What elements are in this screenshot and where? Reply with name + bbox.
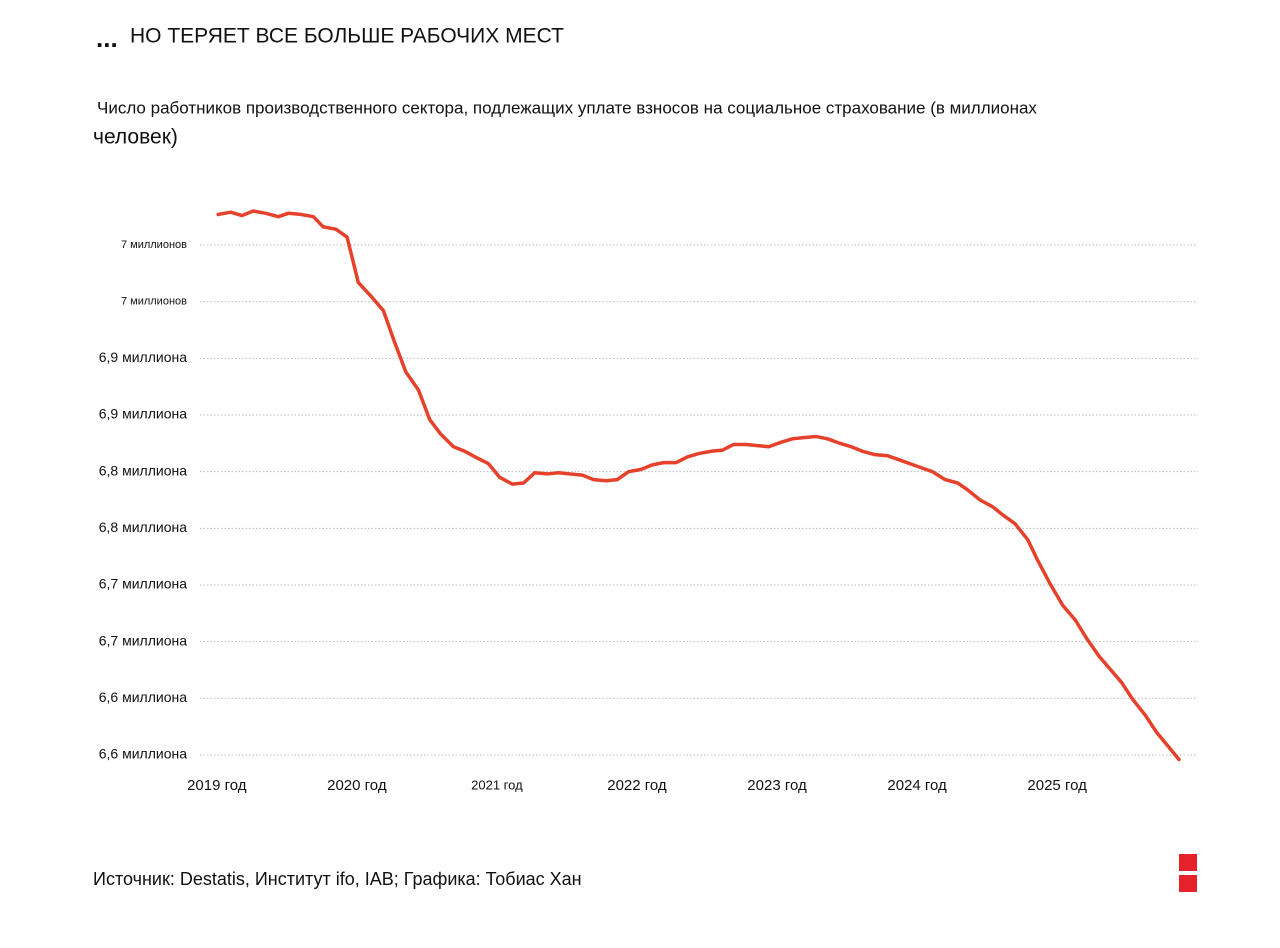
- title-prefix: ...: [96, 23, 118, 53]
- x-tick-label: 2019 год: [187, 777, 247, 794]
- x-tick-label: 2023 год: [747, 777, 807, 794]
- y-tick-label: 7 миллионов: [121, 296, 187, 308]
- y-tick-label: 6,8 миллиона: [99, 519, 187, 535]
- y-tick-label: 6,6 миллиона: [99, 746, 187, 762]
- subtitle: человек): [93, 126, 178, 149]
- x-tick-label: 2022 год: [607, 777, 667, 794]
- y-tick-label: 6,6 миллиона: [99, 689, 187, 705]
- y-tick-label: 6,8 миллиона: [99, 462, 187, 478]
- logo: [1179, 875, 1197, 892]
- y-tick-label: 6,7 миллиона: [99, 632, 187, 648]
- y-tick-label: 6,9 миллиона: [99, 406, 187, 422]
- y-tick-label: 7 миллионов: [121, 239, 187, 251]
- data-line: [216, 209, 1181, 762]
- x-tick-label: 2025 год: [1027, 777, 1087, 794]
- source: Источник: Destatis, Институт ifo, IAB; Г…: [93, 869, 582, 889]
- chart-title: НО ТЕРЯЕТ ВСЕ БОЛЬШЕ РАБОЧИХ МЕСТ: [130, 25, 564, 48]
- y-tick-label: 6,7 миллиона: [99, 576, 187, 592]
- logo: [1179, 854, 1197, 871]
- y-tick-label: 6,9 миллиона: [99, 349, 187, 365]
- x-tick-label: 2020 год: [327, 777, 387, 794]
- x-tick-label: 2024 год: [887, 777, 947, 794]
- subtitle: Число работников производственного секто…: [97, 98, 1037, 117]
- x-tick-label: 2021 год: [471, 777, 523, 792]
